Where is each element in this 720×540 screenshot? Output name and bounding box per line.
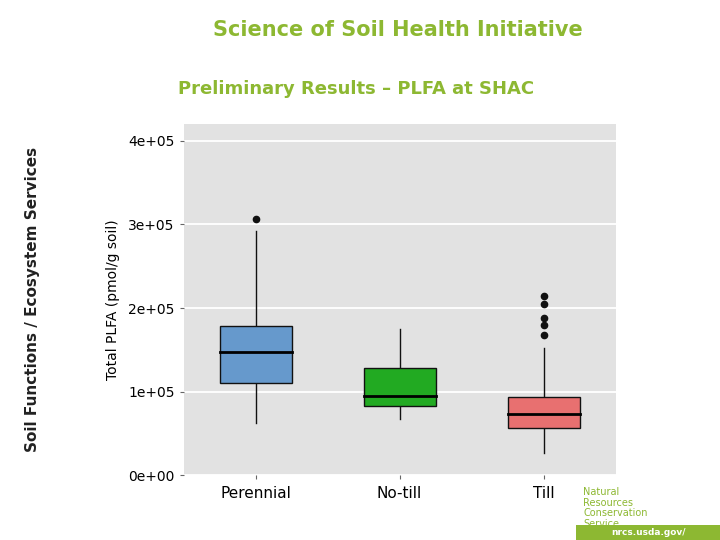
Bar xyxy=(220,327,292,383)
Bar xyxy=(508,397,580,428)
Y-axis label: Total PLFA (pmol/g soil): Total PLFA (pmol/g soil) xyxy=(106,219,120,380)
Text: Preliminary Results – PLFA at SHAC: Preliminary Results – PLFA at SHAC xyxy=(178,79,534,98)
Bar xyxy=(364,368,436,406)
Text: Natural: Natural xyxy=(583,487,619,497)
Bar xyxy=(76,0,720,59)
Bar xyxy=(576,524,720,540)
Text: Soil Functions / Ecosystem Services: Soil Functions / Ecosystem Services xyxy=(25,147,40,453)
Text: Conservation: Conservation xyxy=(583,509,648,518)
Bar xyxy=(4,38,72,55)
Text: Resources: Resources xyxy=(583,498,633,508)
Text: USDA: USDA xyxy=(20,12,55,22)
Text: nrcs.usda.gov/: nrcs.usda.gov/ xyxy=(611,528,685,537)
Text: Science of Soil Health Initiative: Science of Soil Health Initiative xyxy=(213,19,582,40)
Text: Service: Service xyxy=(583,519,619,529)
